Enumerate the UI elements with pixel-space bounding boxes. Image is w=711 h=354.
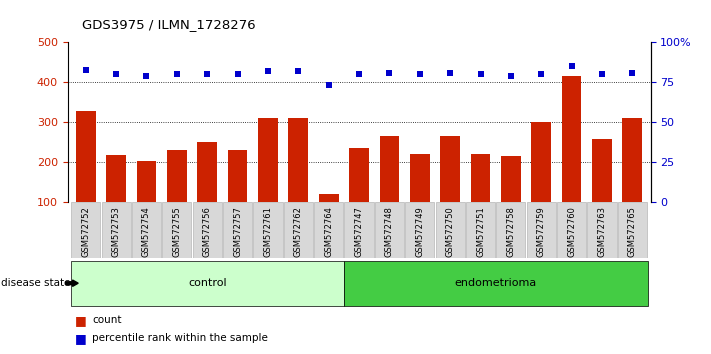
Bar xyxy=(289,118,308,241)
Text: count: count xyxy=(92,315,122,325)
Bar xyxy=(496,202,525,258)
Text: endometrioma: endometrioma xyxy=(454,278,537,288)
Point xyxy=(293,68,304,74)
Bar xyxy=(284,202,313,258)
Bar xyxy=(531,122,551,241)
Bar xyxy=(223,202,252,258)
Point xyxy=(444,70,456,76)
Point xyxy=(80,67,92,73)
Text: GSM572752: GSM572752 xyxy=(81,206,90,257)
Bar xyxy=(258,118,278,241)
Bar xyxy=(618,202,647,258)
Bar xyxy=(106,155,126,241)
Bar xyxy=(440,136,460,241)
Text: control: control xyxy=(188,278,227,288)
Bar xyxy=(162,202,191,258)
Point xyxy=(262,68,274,74)
Text: GSM572765: GSM572765 xyxy=(628,206,637,257)
Bar xyxy=(198,142,217,241)
Bar xyxy=(410,154,429,241)
Text: GSM572754: GSM572754 xyxy=(142,206,151,257)
Text: GSM572749: GSM572749 xyxy=(415,206,424,257)
Point xyxy=(506,73,517,79)
Text: GSM572755: GSM572755 xyxy=(172,206,181,257)
Text: disease state: disease state xyxy=(1,278,71,288)
Text: GSM572761: GSM572761 xyxy=(264,206,272,257)
Text: GSM572763: GSM572763 xyxy=(597,206,606,257)
Bar xyxy=(314,202,343,258)
Point xyxy=(535,72,547,77)
Text: GSM572758: GSM572758 xyxy=(506,206,515,257)
Bar xyxy=(380,136,400,241)
Point xyxy=(475,72,486,77)
Point xyxy=(141,73,152,79)
Text: GSM572764: GSM572764 xyxy=(324,206,333,257)
Bar xyxy=(587,202,616,258)
Bar xyxy=(436,202,465,258)
Bar xyxy=(345,202,374,258)
Bar xyxy=(102,202,131,258)
Bar xyxy=(562,76,582,241)
Point xyxy=(232,72,243,77)
Text: GSM572748: GSM572748 xyxy=(385,206,394,257)
Text: ■: ■ xyxy=(75,314,87,327)
Text: ■: ■ xyxy=(75,332,87,344)
Bar xyxy=(375,202,404,258)
Bar xyxy=(132,202,161,258)
Point xyxy=(414,72,425,77)
Text: GSM572753: GSM572753 xyxy=(112,206,121,257)
Text: GSM572747: GSM572747 xyxy=(355,206,363,257)
Point xyxy=(626,70,638,76)
Bar xyxy=(344,261,648,306)
Bar xyxy=(466,202,495,258)
Bar xyxy=(471,154,491,241)
Bar xyxy=(501,156,520,241)
Bar xyxy=(70,261,344,306)
Bar xyxy=(193,202,222,258)
Bar xyxy=(137,161,156,241)
Bar xyxy=(228,150,247,241)
Point xyxy=(597,72,608,77)
Bar xyxy=(319,194,338,241)
Bar xyxy=(592,139,612,241)
Point xyxy=(384,70,395,76)
Point xyxy=(201,72,213,77)
Bar xyxy=(557,202,586,258)
Point xyxy=(323,82,334,88)
Text: percentile rank within the sample: percentile rank within the sample xyxy=(92,333,268,343)
Bar xyxy=(76,111,96,241)
Bar xyxy=(527,202,556,258)
Bar xyxy=(349,148,369,241)
Point xyxy=(110,72,122,77)
Text: GSM572759: GSM572759 xyxy=(537,206,546,257)
Text: GSM572757: GSM572757 xyxy=(233,206,242,257)
Bar xyxy=(167,150,187,241)
Text: GSM572750: GSM572750 xyxy=(446,206,454,257)
Point xyxy=(566,64,577,69)
Text: GSM572756: GSM572756 xyxy=(203,206,212,257)
Bar xyxy=(71,202,100,258)
Point xyxy=(171,72,183,77)
Text: GSM572751: GSM572751 xyxy=(476,206,485,257)
Text: GDS3975 / ILMN_1728276: GDS3975 / ILMN_1728276 xyxy=(82,18,255,31)
Bar xyxy=(405,202,434,258)
Bar xyxy=(622,118,642,241)
Text: GSM572760: GSM572760 xyxy=(567,206,576,257)
Bar xyxy=(253,202,282,258)
Point xyxy=(353,72,365,77)
Text: GSM572762: GSM572762 xyxy=(294,206,303,257)
